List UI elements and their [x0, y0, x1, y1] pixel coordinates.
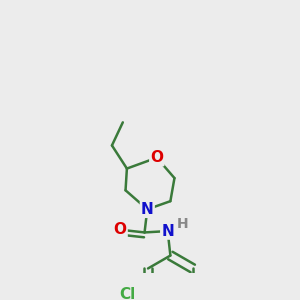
Text: O: O	[114, 222, 127, 237]
Text: N: N	[161, 224, 174, 238]
Text: Cl: Cl	[119, 287, 136, 300]
Text: O: O	[150, 150, 163, 165]
Text: H: H	[177, 217, 188, 231]
Text: N: N	[141, 202, 154, 217]
